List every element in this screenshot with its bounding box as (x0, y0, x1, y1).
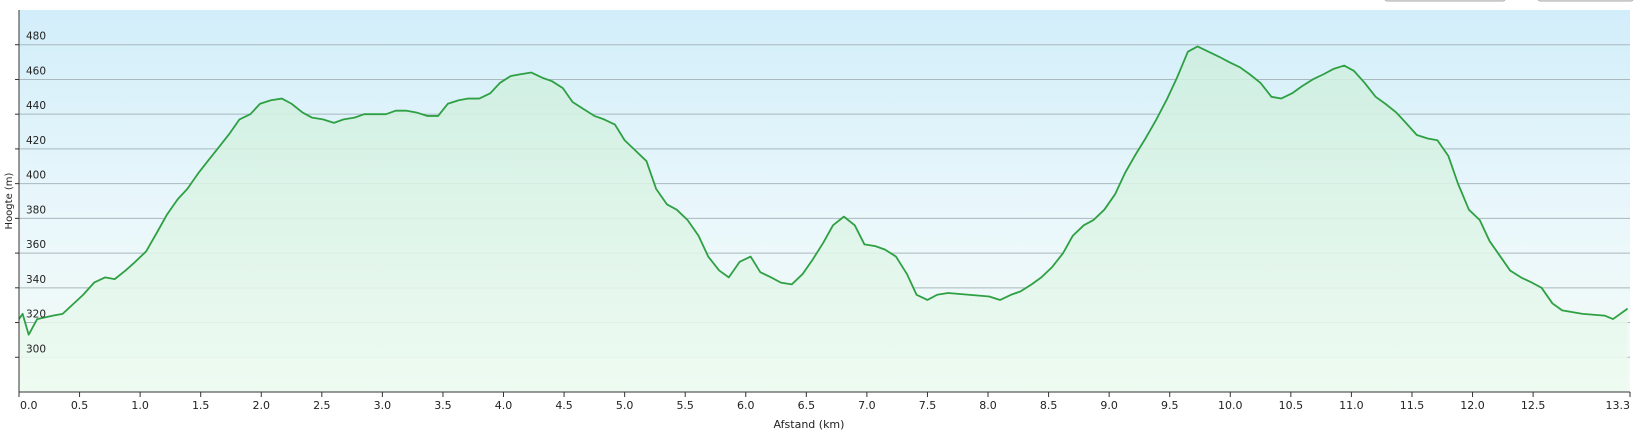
x-tick-label: 0.0 (20, 399, 38, 412)
x-tick-label: 9.0 (1100, 399, 1118, 412)
x-tick-label: 2.5 (313, 399, 331, 412)
x-tick-label: 8.5 (1040, 399, 1058, 412)
x-tick-label: 1.5 (192, 399, 210, 412)
button[interactable] (1384, 0, 1506, 2)
x-tick-label: 1.0 (131, 399, 149, 412)
x-tick-label: 2.0 (253, 399, 271, 412)
x-tick-label: 5.0 (616, 399, 634, 412)
x-tick-label: 13.3 (1606, 399, 1631, 412)
x-tick-label: 7.5 (919, 399, 937, 412)
y-tick-label: 380 (26, 204, 46, 216)
area (19, 46, 1628, 393)
y-tick-label: 440 (26, 100, 46, 112)
x-tick-label: 8.0 (979, 399, 997, 412)
y-tick-label: 460 (26, 65, 46, 77)
x-tick-label: 6.5 (798, 399, 816, 412)
x-tick-label: 7.0 (858, 399, 876, 412)
x-tick-label: 11.5 (1400, 399, 1425, 412)
y-tick-label: 420 (26, 135, 46, 147)
y-tick-label: 360 (26, 239, 46, 251)
x-tick-label: 10.5 (1279, 399, 1304, 412)
x-tick-label: 9.5 (1161, 399, 1179, 412)
x-tick-label: 11.0 (1339, 399, 1364, 412)
x-tick-label: 4.5 (555, 399, 573, 412)
y-tick-label: 320 (26, 309, 46, 321)
x-tick-label: 12.0 (1460, 399, 1485, 412)
x-tick-label: 5.5 (676, 399, 694, 412)
x-tick-label: 10.0 (1218, 399, 1243, 412)
y-axis-title: Hoogte (m) (4, 172, 15, 229)
y-tick-label: 340 (26, 274, 46, 286)
button[interactable] (1537, 0, 1634, 2)
x-axis-title: Afstand (km) (774, 418, 845, 431)
x-tick-label: 3.0 (374, 399, 392, 412)
y-tick-label: 300 (26, 343, 46, 355)
x-tick-label: 3.5 (434, 399, 452, 412)
elevation-line (18, 45, 1629, 336)
y-tick-label: 400 (26, 170, 46, 182)
x-tick-label: 4.0 (495, 399, 513, 412)
x-tick-label: 6.0 (737, 399, 755, 412)
x-tick-label: 12.5 (1521, 399, 1546, 412)
y-tick-label: 480 (26, 31, 46, 43)
x-tick-label: 0.5 (71, 399, 89, 412)
